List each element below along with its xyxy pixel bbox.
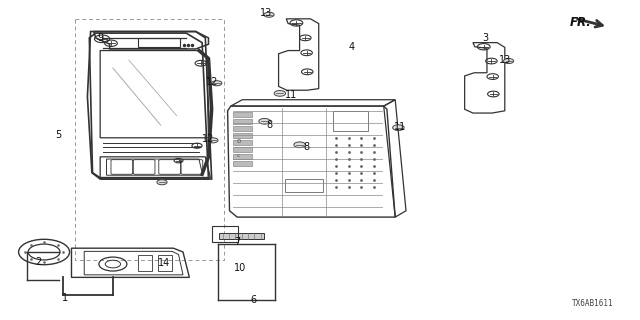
Circle shape	[504, 59, 514, 64]
Bar	[212, 226, 239, 242]
Circle shape	[274, 91, 285, 96]
Circle shape	[393, 125, 404, 131]
Text: 9: 9	[97, 33, 103, 43]
Text: 12: 12	[202, 134, 214, 144]
Bar	[233, 147, 252, 152]
Text: 10: 10	[234, 263, 246, 273]
Text: 12: 12	[205, 77, 218, 87]
Text: 8: 8	[303, 142, 309, 152]
Circle shape	[259, 118, 270, 124]
Text: 11: 11	[394, 122, 406, 132]
Bar	[233, 126, 252, 132]
Bar	[138, 38, 180, 47]
Text: 6: 6	[250, 295, 256, 305]
Bar	[157, 255, 172, 271]
Text: 3: 3	[483, 33, 489, 43]
Bar	[233, 140, 252, 145]
Text: FR.: FR.	[570, 16, 591, 29]
Text: 5: 5	[56, 130, 62, 140]
Text: 8: 8	[266, 120, 272, 130]
Bar	[233, 119, 252, 124]
Circle shape	[212, 81, 222, 86]
Text: 2: 2	[35, 257, 42, 267]
Bar	[233, 112, 252, 117]
Bar	[220, 233, 264, 239]
Text: TX6AB1611: TX6AB1611	[572, 299, 613, 308]
Circle shape	[208, 138, 218, 143]
Text: 1: 1	[62, 293, 68, 303]
Bar	[233, 154, 252, 159]
Bar	[233, 133, 252, 139]
Text: 13: 13	[260, 8, 272, 19]
Text: 14: 14	[157, 258, 170, 268]
Bar	[138, 255, 152, 271]
Text: 11: 11	[285, 90, 298, 100]
Text: 7: 7	[234, 237, 240, 247]
Bar	[333, 111, 368, 132]
Circle shape	[294, 142, 305, 148]
Text: 4: 4	[349, 42, 355, 52]
Bar	[75, 19, 225, 260]
Text: o: o	[236, 138, 241, 144]
Bar	[233, 161, 252, 166]
Text: c: c	[237, 153, 240, 158]
Circle shape	[157, 180, 167, 185]
Circle shape	[264, 12, 274, 17]
Text: 13: 13	[499, 55, 511, 65]
Bar	[285, 179, 323, 192]
